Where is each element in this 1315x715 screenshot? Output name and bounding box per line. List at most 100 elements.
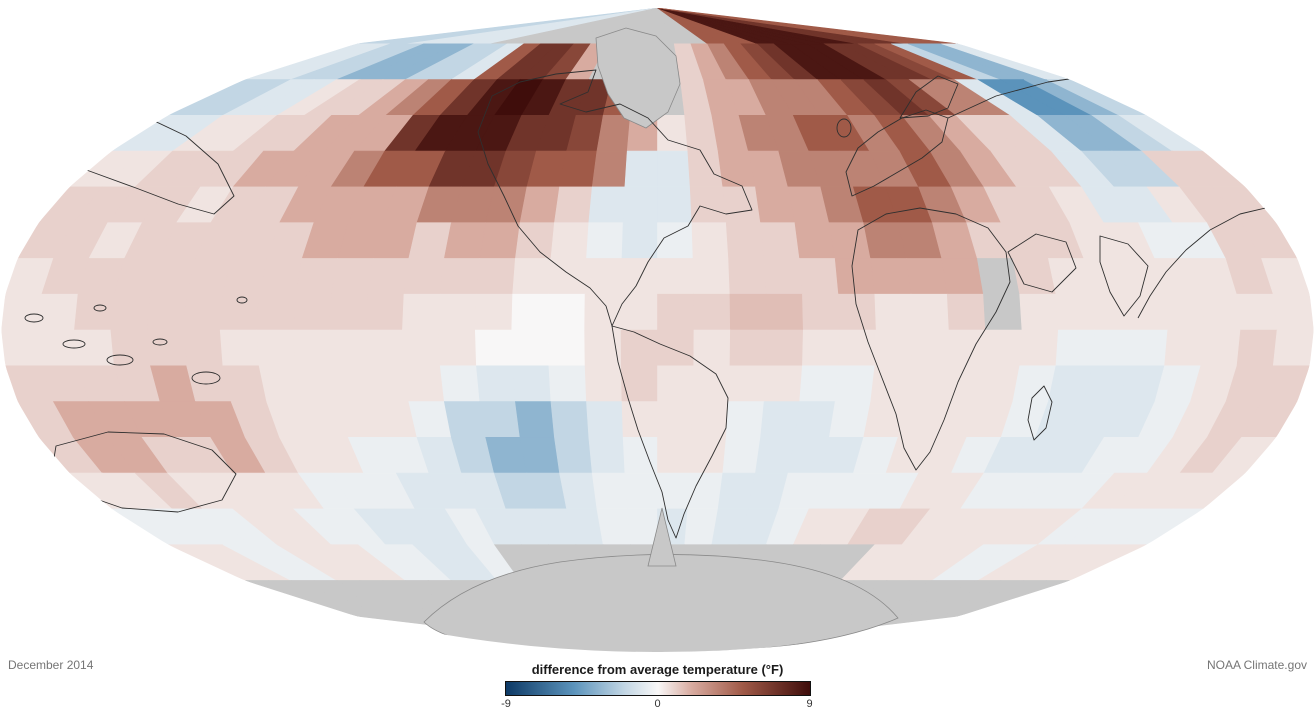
grid-cell: [1019, 329, 1059, 367]
africa-coastline: [851, 207, 1011, 471]
grid-cell: [765, 293, 804, 331]
europe-coastline: [845, 109, 949, 197]
grid-cell: [692, 258, 731, 295]
grid-cell: [626, 508, 658, 545]
greenland-landmass: [595, 27, 681, 129]
grid-cell: [367, 365, 410, 402]
scandinavia-coastline: [899, 75, 959, 119]
grid-cell: [620, 293, 658, 331]
grid-cell: [365, 293, 405, 331]
grid-cell: [591, 472, 628, 510]
grid-cell: [586, 401, 624, 438]
grid-cell: [294, 365, 339, 402]
island-outline: [24, 313, 44, 323]
grid-cell: [511, 293, 550, 331]
grid-cell: [110, 293, 151, 331]
grid-cell: [550, 222, 590, 259]
islands: [24, 118, 852, 385]
tick-max: 9: [806, 698, 813, 710]
island-outline: [236, 296, 248, 304]
grid-cell: [331, 365, 374, 402]
grid-cell: [624, 150, 658, 188]
grid-cell: [588, 437, 626, 474]
grid-cell: [729, 329, 768, 367]
grid-cell: [722, 186, 761, 223]
grid-cell: [763, 365, 803, 402]
grid-cell: [1, 293, 43, 331]
grid-cell: [588, 186, 626, 223]
grid-cell: [657, 258, 695, 295]
grid-cell: [256, 293, 296, 331]
grid-cell: [584, 293, 622, 331]
grid-cell: [146, 293, 187, 331]
grid-cell: [983, 293, 1023, 331]
island-outline: [152, 338, 168, 346]
grid-cell: [620, 365, 658, 402]
arabia-coastline: [1007, 233, 1077, 293]
grid-cell: [402, 293, 441, 331]
grid-cell: [794, 222, 836, 259]
grid-cell: [292, 329, 332, 367]
grid-cell: [946, 293, 986, 331]
grid-cell: [657, 186, 693, 223]
grid-cell: [983, 329, 1023, 367]
grid-cell: [946, 329, 986, 367]
grid-cell: [1200, 329, 1241, 367]
grid-cell: [365, 329, 405, 367]
grid-cell: [657, 293, 695, 331]
grid-cell: [691, 401, 729, 438]
grid-cell: [1019, 293, 1059, 331]
grid-cell: [760, 222, 800, 259]
grid-cell: [910, 329, 950, 367]
island-outline: [191, 371, 221, 385]
grid-cell: [693, 293, 731, 331]
grid-cell: [331, 258, 374, 295]
grid-cell: [183, 293, 224, 331]
grid-cell: [657, 401, 694, 438]
grid-cell: [512, 258, 552, 295]
grid-cell: [515, 401, 555, 438]
grid-cell: [621, 401, 658, 438]
grid-cell: [474, 329, 513, 367]
grid-cell: [554, 437, 593, 474]
grid-cell: [874, 329, 913, 367]
grid-cell: [519, 186, 560, 223]
grid-cell: [110, 329, 151, 367]
grid-cell: [689, 437, 727, 474]
grid-cell: [258, 365, 303, 402]
grid-cell: [620, 258, 658, 295]
grid-cell: [438, 329, 477, 367]
grid-cell: [219, 293, 260, 331]
grid-cell: [479, 222, 521, 259]
grid-cell: [763, 258, 803, 295]
grid-cell: [725, 401, 765, 438]
grid-cell: [657, 150, 691, 188]
grid-cell: [802, 293, 841, 331]
south-america-coastline: [611, 325, 729, 539]
grid-cell: [657, 329, 695, 367]
grid-cell: [693, 329, 731, 367]
island-outline: [836, 118, 852, 138]
grid-cell: [941, 258, 984, 295]
grid-cell: [760, 401, 800, 438]
grid-cell: [725, 222, 765, 259]
grid-cell: [1055, 329, 1096, 367]
grid-cell: [1200, 293, 1241, 331]
grid-cell: [976, 258, 1021, 295]
grid-cell: [691, 222, 729, 259]
grid-cell: [905, 365, 948, 402]
grid-cell: [292, 293, 332, 331]
grid-cell: [294, 258, 339, 295]
grid-cell: [657, 472, 691, 510]
grid-cell: [547, 293, 586, 331]
grid-cell: [838, 293, 877, 331]
grid-cell: [554, 186, 593, 223]
grid-cell: [722, 437, 761, 474]
grid-cell: [547, 329, 586, 367]
grid-cell: [476, 258, 516, 295]
grid-cell: [905, 258, 948, 295]
antarctic-peninsula-landmass: [647, 507, 677, 567]
grid-cell: [329, 293, 369, 331]
grid-cell: [74, 293, 115, 331]
